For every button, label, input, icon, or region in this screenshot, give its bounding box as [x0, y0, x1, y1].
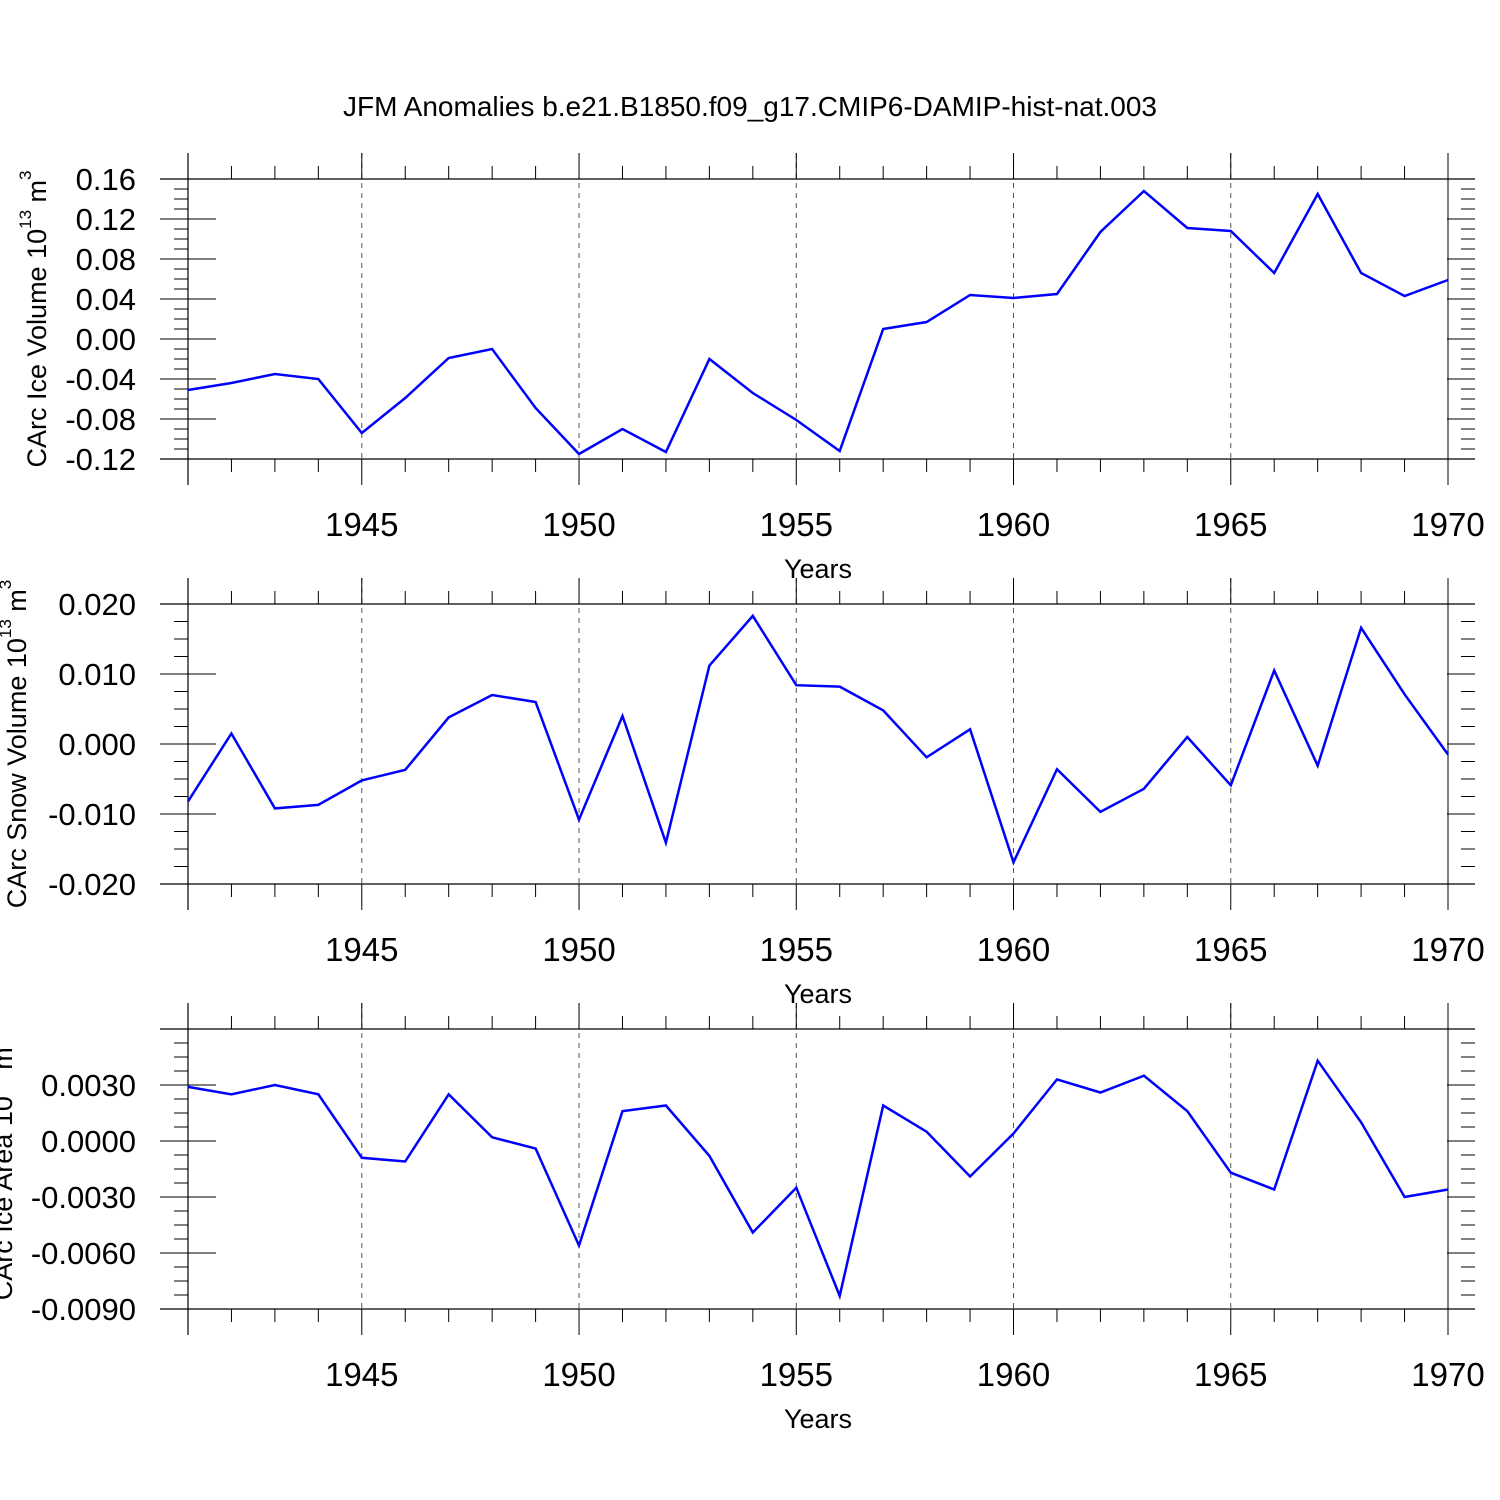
x-tick-label: 1970 [1411, 506, 1484, 543]
x-tick-label: 1950 [542, 1356, 615, 1393]
series-line [187, 1057, 1449, 1301]
y-tick-label: 0.08 [76, 242, 136, 277]
panel-snow-volume: -0.020 -0.010 0.000 0.010 0.020 1945 1950 1955 1… [0, 578, 1485, 1009]
x-axis-label: Years [784, 554, 852, 584]
y-label-unit: m [22, 180, 52, 210]
y-tick-label: 0.010 [58, 657, 136, 692]
x-tick-label: 1970 [1411, 1356, 1484, 1393]
y-label-exponent: 13 [16, 210, 35, 229]
x-tick-label: 1955 [760, 931, 833, 968]
x-tick-label: 1960 [977, 506, 1050, 543]
y-label-exponent: 13 [0, 619, 15, 638]
y-label-unit-exponent: 3 [16, 170, 35, 179]
x-tick-label: 1945 [325, 506, 398, 543]
x-tick-label: 1965 [1194, 506, 1267, 543]
x-axis-label: Years [784, 979, 852, 1009]
y-label-unit: m [2, 589, 32, 619]
y-tick-label: 0.16 [76, 162, 136, 197]
x-tick-label: 1955 [760, 1356, 833, 1393]
y-tick-label: 0.00 [76, 322, 136, 357]
y-tick-label: -0.08 [65, 402, 136, 437]
x-tick-label: 1950 [542, 506, 615, 543]
x-tick-label: 1955 [760, 506, 833, 543]
panel-ice-area: -0.0090 -0.0060 -0.0030 0.0000 0.0030 1945 195… [0, 1003, 1485, 1434]
y-axis-label: CArc Snow Volume 1013 m3 [0, 580, 32, 909]
y-label-main: CArc Ice Area 10 [0, 1096, 18, 1300]
y-tick-label: 0.12 [76, 202, 136, 237]
y-tick-label: 0.020 [58, 587, 136, 622]
y-label-unit-exponent: 3 [0, 580, 15, 589]
y-label-main: CArc Ice Volume 10 [22, 229, 52, 468]
y-tick-label: -0.0030 [31, 1180, 136, 1215]
y-label-unit: m [0, 1047, 18, 1077]
y-tick-label: -0.0090 [31, 1292, 136, 1327]
x-tick-label: 1960 [977, 1356, 1050, 1393]
y-tick-label: -0.12 [65, 442, 136, 477]
x-tick-label: 1965 [1194, 931, 1267, 968]
x-tick-label: 1945 [325, 1356, 398, 1393]
series-line [187, 189, 1449, 456]
y-label-exponent: 13 [0, 1077, 1, 1096]
x-tick-label: 1960 [977, 931, 1050, 968]
x-tick-label: 1945 [325, 931, 398, 968]
y-tick-label: 0.0000 [41, 1124, 136, 1159]
y-tick-label: 0.04 [76, 282, 136, 317]
y-axis-label: CArc Ice Volume 1013 m3 [16, 170, 52, 467]
y-label-main: CArc Snow Volume 10 [2, 638, 32, 908]
y-label-unit-exponent: 2 [0, 1038, 1, 1047]
y-tick-label: -0.010 [48, 797, 136, 832]
x-tick-label: 1950 [542, 931, 615, 968]
panels: -0.12 -0.08 -0.04 0.00 0.04 0.08 0.12 0.16 1945 1… [0, 153, 1485, 1434]
x-axis-label: Years [784, 1404, 852, 1434]
y-tick-label: -0.020 [48, 867, 136, 902]
chart-title: JFM Anomalies b.e21.B1850.f09_g17.CMIP6-… [343, 91, 1157, 122]
y-axis-label: CArc Ice Area 1013 m2 [0, 1038, 18, 1301]
x-tick-label: 1965 [1194, 1356, 1267, 1393]
y-tick-label: -0.0060 [31, 1236, 136, 1271]
series-line [186, 613, 1450, 866]
x-tick-label: 1970 [1411, 931, 1484, 968]
y-tick-label: -0.04 [65, 362, 136, 397]
y-tick-label: 0.0030 [41, 1068, 136, 1103]
y-tick-label: 0.000 [58, 727, 136, 762]
panel-ice-volume: -0.12 -0.08 -0.04 0.00 0.04 0.08 0.12 0.16 1945 1… [16, 153, 1485, 584]
